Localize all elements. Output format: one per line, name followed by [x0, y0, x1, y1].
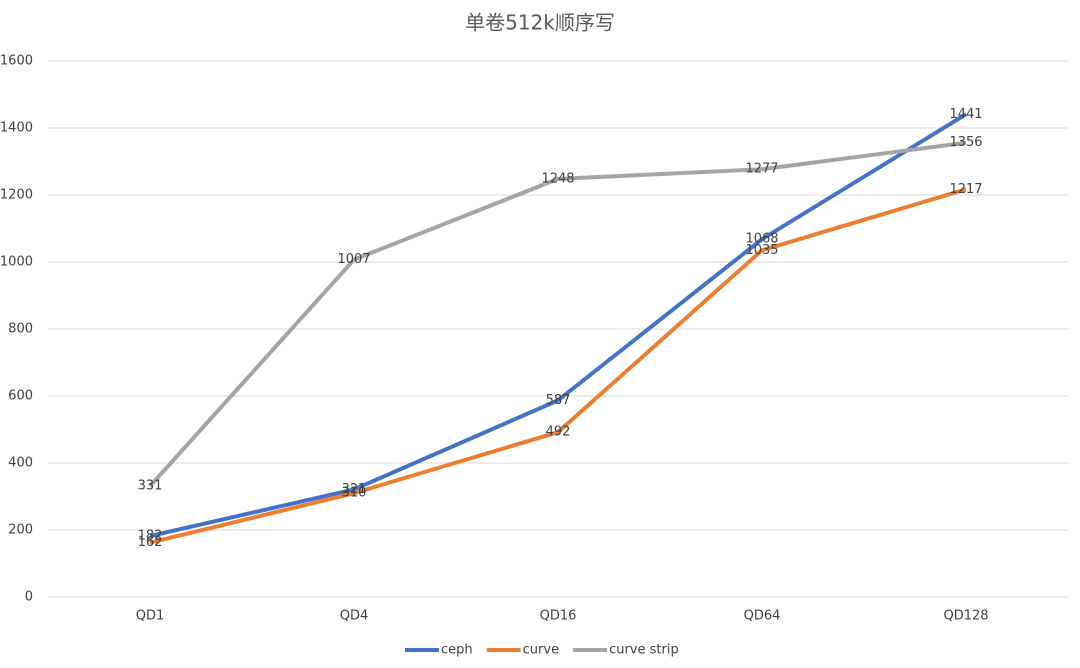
- y-tick-label: 0: [25, 590, 33, 605]
- y-tick-label: 200: [8, 523, 33, 538]
- data-label: 1277: [745, 162, 778, 177]
- x-tick-label: QD64: [744, 609, 781, 624]
- data-label: 1068: [745, 232, 778, 247]
- legend-label: ceph: [441, 643, 473, 658]
- data-label: 492: [546, 425, 571, 440]
- data-label: 182: [138, 529, 163, 544]
- x-tick-label: QD4: [340, 609, 369, 624]
- series-line: [149, 112, 968, 538]
- y-tick-label: 1000: [0, 255, 33, 270]
- data-label: 1248: [541, 171, 574, 186]
- data-label: 321: [342, 482, 367, 497]
- y-tick-label: 600: [8, 389, 33, 404]
- data-label: 1007: [337, 252, 370, 267]
- data-label: 1217: [949, 182, 982, 197]
- legend-label: curve strip: [609, 643, 679, 658]
- series-line: [148, 140, 967, 488]
- data-label: 1356: [949, 135, 982, 150]
- data-label: 310: [342, 486, 367, 501]
- data-label: 587: [546, 393, 571, 408]
- x-tick-label: QD1: [136, 609, 165, 624]
- legend-label: curve: [523, 643, 559, 658]
- y-tick-label: 800: [8, 322, 33, 337]
- series-line: [149, 187, 967, 545]
- y-tick-label: 1400: [0, 121, 33, 136]
- x-tick-label: QD128: [943, 609, 988, 624]
- data-label: 162: [138, 535, 163, 550]
- data-label: 1441: [949, 107, 982, 122]
- x-tick-label: QD16: [540, 609, 577, 624]
- data-label: 1035: [745, 243, 778, 258]
- chart-title: 单卷512k顺序写: [465, 11, 615, 35]
- data-label: 331: [138, 479, 163, 494]
- y-tick-label: 1200: [0, 188, 33, 203]
- y-tick-label: 1600: [0, 54, 33, 69]
- y-tick-label: 400: [8, 456, 33, 471]
